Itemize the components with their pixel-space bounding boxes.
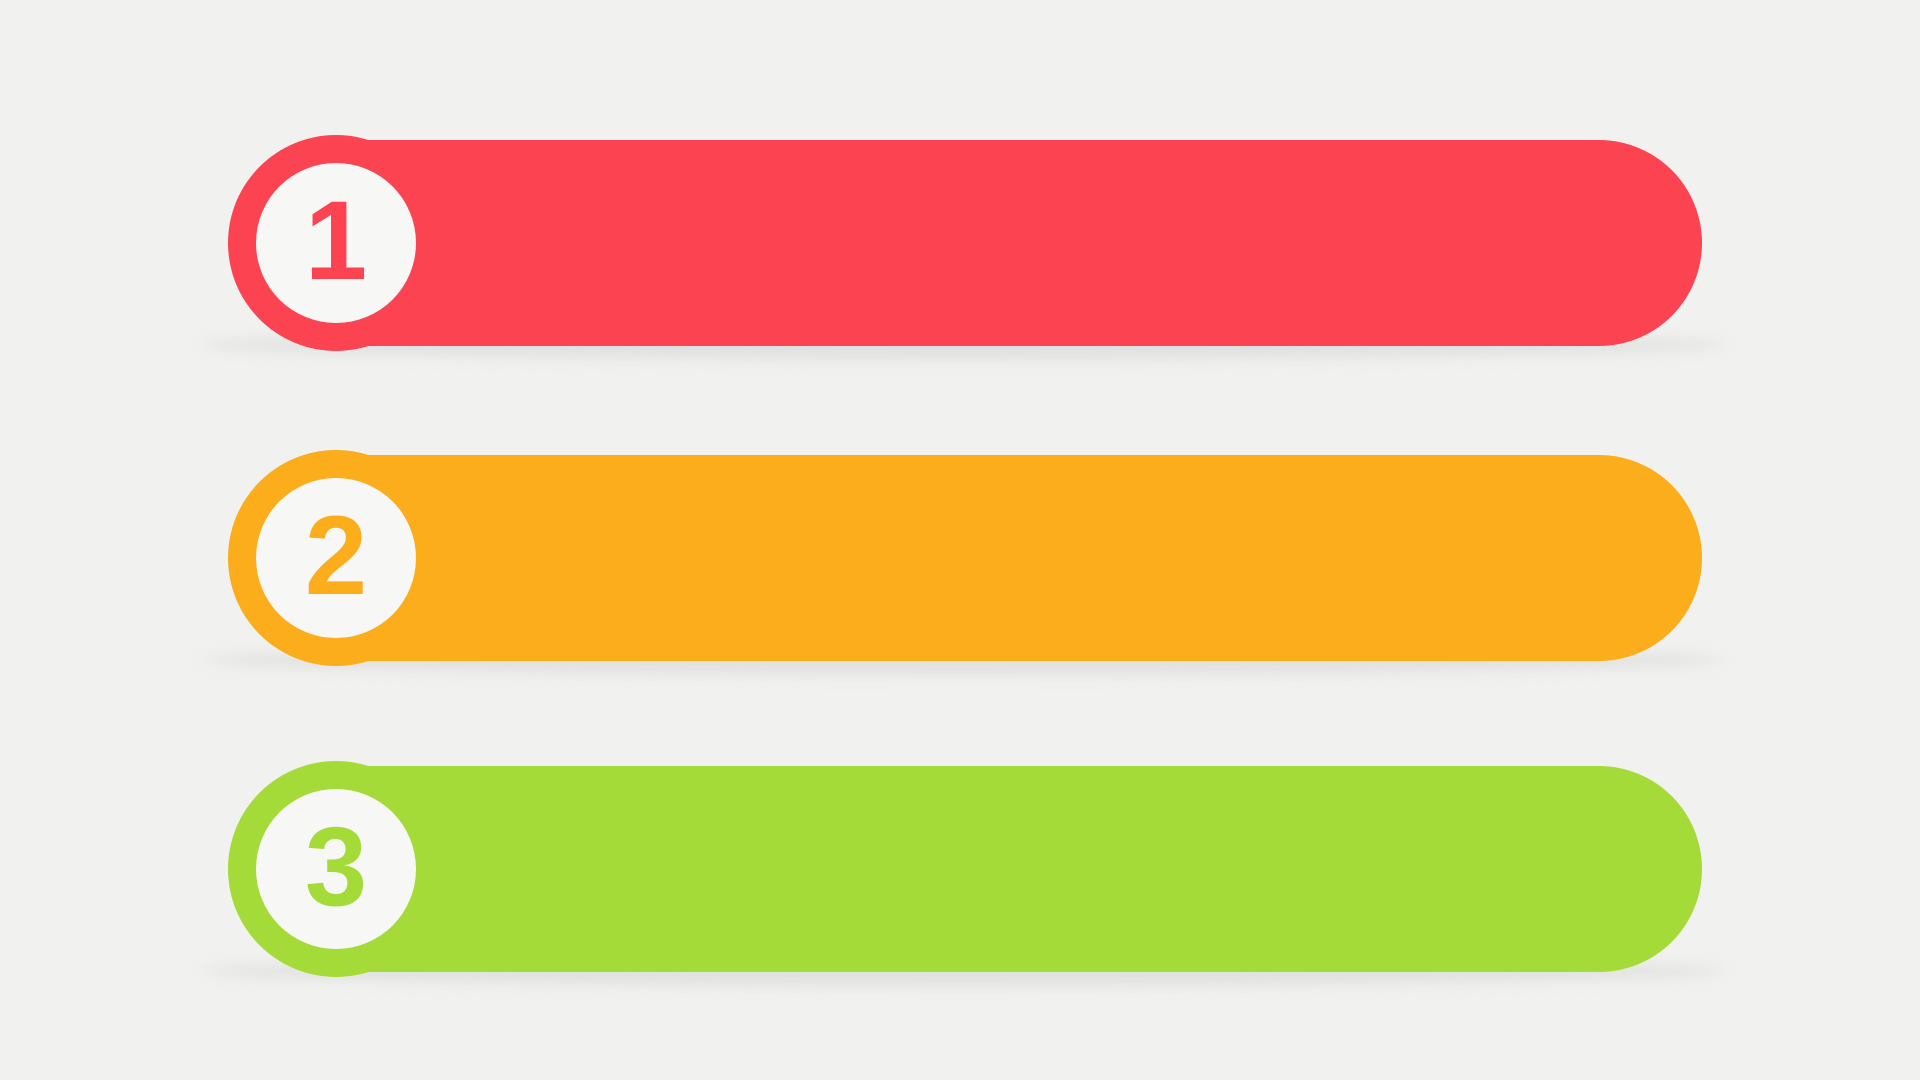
step-number-1: 1 bbox=[304, 178, 368, 303]
number-badge-circle: 1 bbox=[256, 163, 416, 323]
number-badge-ring: 1 bbox=[228, 135, 444, 351]
number-badge-ring: 3 bbox=[228, 761, 444, 977]
banner-bar-2[interactable]: 2 bbox=[228, 450, 1702, 666]
list-item: 1 bbox=[201, 135, 1726, 360]
number-badge-ring: 2 bbox=[228, 450, 444, 666]
banner-bar-3[interactable]: 3 bbox=[228, 761, 1702, 977]
number-badge-circle: 3 bbox=[256, 789, 416, 949]
list-item: 3 bbox=[201, 761, 1726, 986]
list-item: 2 bbox=[201, 450, 1726, 675]
banner-bar-1[interactable]: 1 bbox=[228, 135, 1702, 351]
number-badge-circle: 2 bbox=[256, 478, 416, 638]
step-number-3: 3 bbox=[304, 804, 368, 929]
step-number-2: 2 bbox=[304, 493, 368, 618]
